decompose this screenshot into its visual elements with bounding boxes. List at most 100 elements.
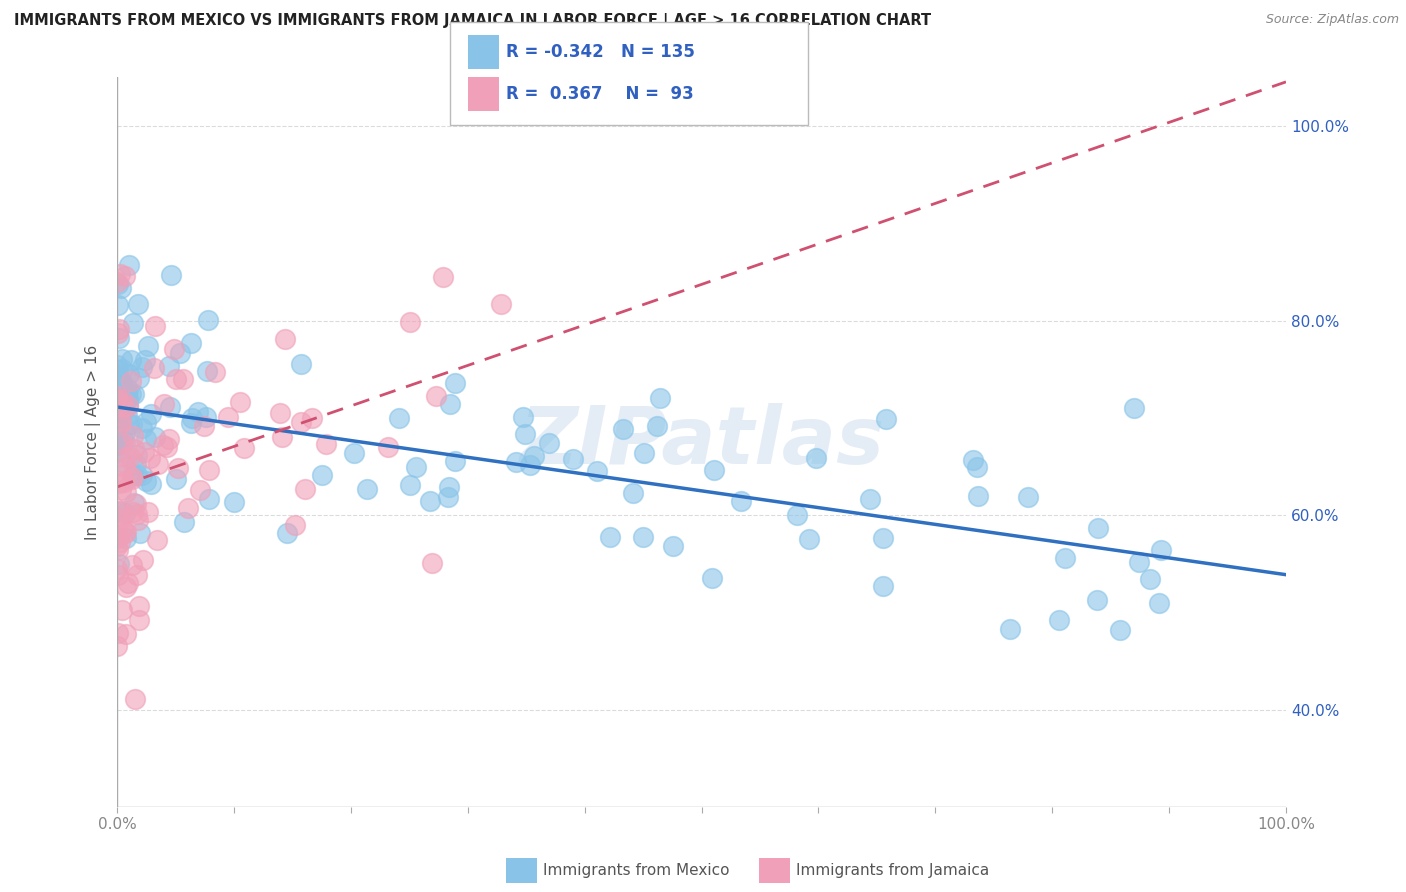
Point (105, 371, 128, 385)
Point (114, 524, 136, 539)
Point (730, 494, 752, 508)
Point (128, 613, 150, 627)
Point (110, 468, 132, 483)
Point (139, 450, 162, 465)
Point (165, 372, 187, 386)
Point (125, 507, 148, 521)
Point (1085, 593, 1108, 607)
Point (301, 410, 323, 425)
Point (108, 380, 131, 394)
Point (169, 345, 191, 359)
Point (173, 515, 195, 529)
Point (139, 477, 162, 491)
Point (122, 442, 145, 457)
Point (107, 392, 129, 406)
Point (107, 377, 129, 392)
Point (193, 419, 215, 434)
Point (633, 446, 655, 460)
Point (198, 491, 221, 506)
Point (131, 360, 153, 375)
Point (111, 405, 134, 419)
Point (146, 457, 169, 471)
Point (163, 342, 186, 356)
Point (177, 500, 200, 515)
Point (132, 445, 155, 459)
Point (232, 441, 254, 455)
Point (107, 539, 129, 553)
Point (398, 315, 420, 329)
Point (114, 435, 136, 450)
Point (108, 321, 131, 335)
Point (152, 437, 174, 451)
Point (110, 378, 132, 392)
Point (270, 429, 292, 443)
Point (110, 405, 132, 419)
Point (180, 411, 202, 425)
Point (513, 427, 536, 442)
Point (122, 428, 145, 442)
Point (124, 692, 146, 706)
Point (107, 326, 129, 341)
Point (388, 410, 411, 425)
Point (117, 258, 139, 272)
Point (117, 399, 139, 413)
Point (105, 389, 128, 403)
Point (585, 464, 607, 478)
Text: R =  0.367    N =  93: R = 0.367 N = 93 (506, 86, 695, 103)
Point (180, 336, 202, 351)
Point (114, 580, 136, 594)
Point (115, 450, 138, 464)
Point (121, 558, 143, 572)
Point (315, 437, 337, 451)
Point (127, 297, 149, 311)
Point (122, 496, 145, 510)
Point (107, 359, 129, 373)
Point (1108, 623, 1130, 637)
Point (108, 504, 131, 518)
Point (172, 372, 194, 386)
Point (139, 407, 162, 421)
Point (118, 417, 141, 431)
Point (107, 277, 129, 291)
Point (700, 571, 723, 585)
Point (489, 297, 512, 311)
Point (117, 385, 139, 400)
Point (107, 528, 129, 542)
Point (645, 419, 668, 434)
Point (105, 562, 128, 576)
Point (273, 333, 295, 347)
Point (117, 398, 139, 412)
Point (804, 450, 827, 465)
Point (962, 453, 984, 467)
Point (121, 470, 143, 484)
Point (188, 483, 211, 497)
Point (662, 539, 685, 553)
Point (290, 357, 312, 371)
Point (159, 268, 181, 282)
Point (269, 406, 291, 420)
Point (128, 525, 150, 540)
Point (105, 368, 128, 382)
Point (132, 553, 155, 567)
Point (115, 627, 138, 641)
Point (110, 413, 132, 427)
Point (152, 397, 174, 411)
Point (122, 506, 145, 520)
Point (523, 449, 546, 463)
Point (1123, 401, 1146, 415)
Point (107, 510, 129, 524)
Point (125, 457, 148, 471)
Point (114, 460, 136, 475)
Text: R = -0.342   N = 135: R = -0.342 N = 135 (506, 43, 695, 61)
Point (110, 435, 132, 450)
Point (131, 421, 153, 435)
Point (157, 359, 180, 373)
Point (128, 599, 150, 614)
Point (432, 269, 454, 284)
Point (875, 412, 897, 426)
Point (107, 437, 129, 451)
Point (786, 508, 808, 522)
Point (121, 471, 143, 485)
Point (122, 387, 145, 401)
Text: IMMIGRANTS FROM MEXICO VS IMMIGRANTS FROM JAMAICA IN LABOR FORCE | AGE > 16 CORR: IMMIGRANTS FROM MEXICO VS IMMIGRANTS FRO… (14, 13, 931, 29)
